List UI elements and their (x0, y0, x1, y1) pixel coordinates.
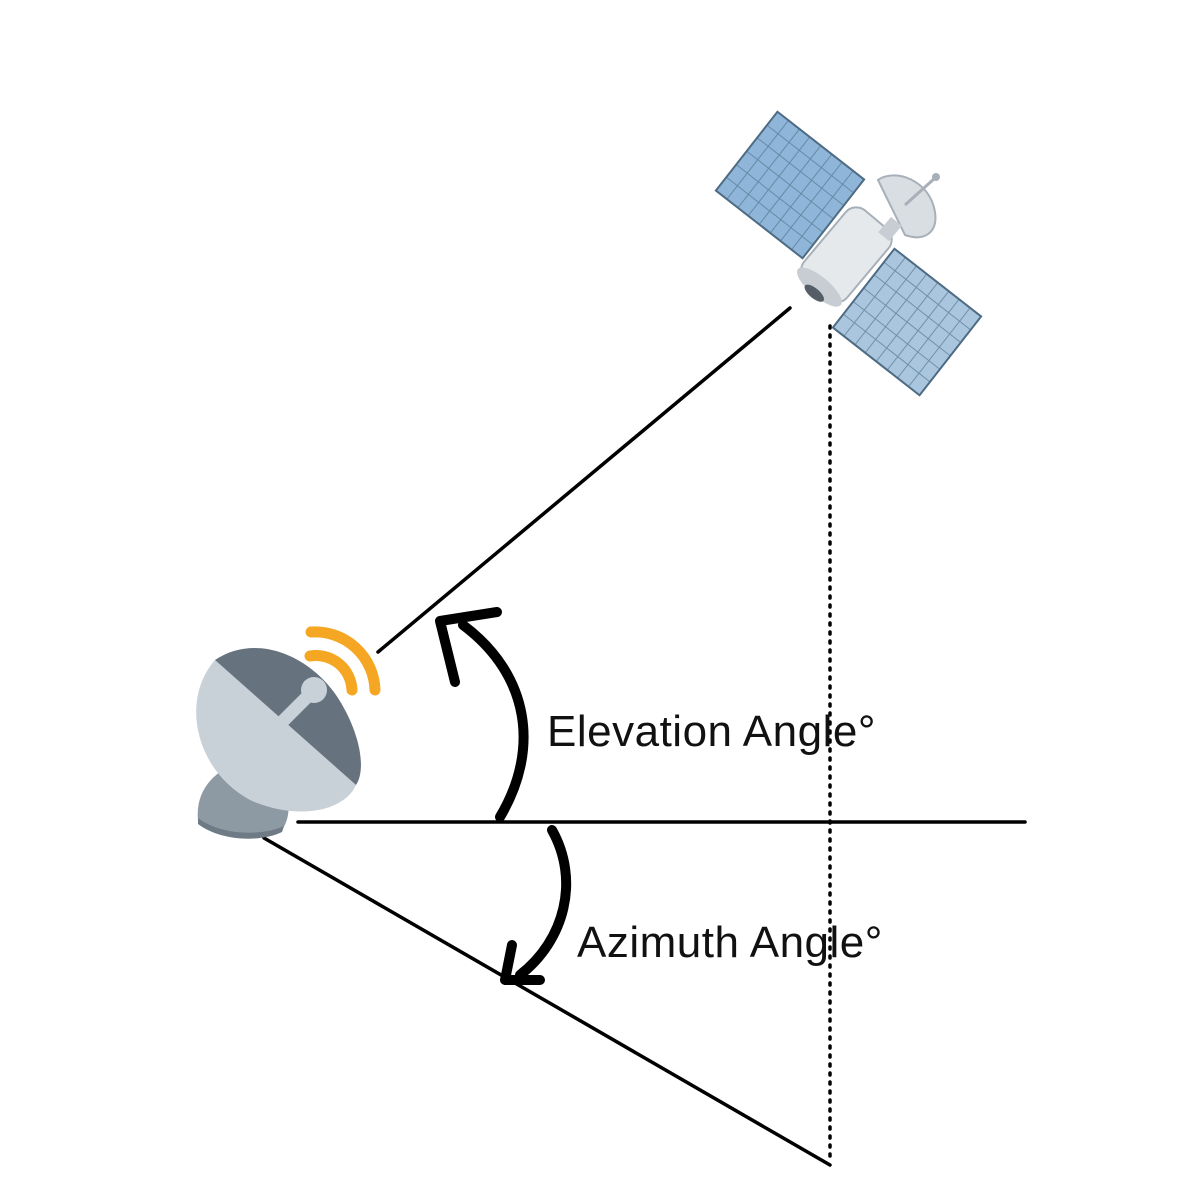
line-of-sight (376, 306, 792, 654)
satellite-dish-icon (196, 626, 381, 839)
satellite-icon (714, 110, 983, 397)
azimuth-angle-label: Azimuth Angle° (577, 918, 883, 967)
signal-waves-icon (304, 626, 381, 696)
azimuth-ground-line (262, 836, 832, 1167)
azimuth-arrow (500, 825, 572, 985)
elevation-arrow (435, 607, 529, 822)
elevation-angle-label: Elevation Angle° (547, 707, 876, 756)
